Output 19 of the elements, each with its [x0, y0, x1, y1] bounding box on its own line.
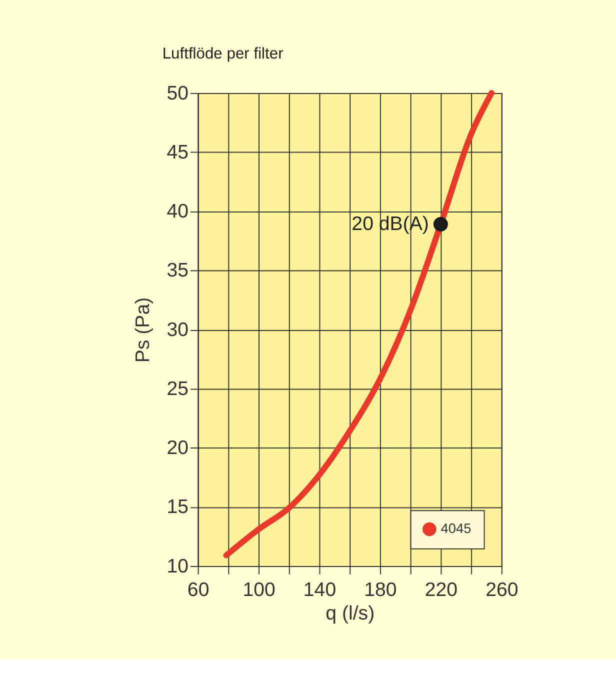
y-axis-title: Ps (Pa)	[132, 297, 154, 363]
x-tick-label: 220	[424, 578, 458, 601]
y-tick-label: 20	[166, 437, 189, 460]
chart-title: Luftflöde per filter	[162, 46, 284, 63]
y-tick-label: 25	[166, 378, 189, 400]
y-tick-label: 30	[166, 318, 189, 341]
x-tick-label: 60	[187, 578, 210, 601]
y-tick-label: 40	[166, 200, 189, 223]
x-tick-label: 100	[242, 578, 276, 601]
y-tick-label: 10	[166, 555, 189, 578]
y-tick-label: 15	[166, 496, 189, 518]
legend-label: 4045	[440, 521, 472, 536]
x-tick-label: 260	[486, 578, 518, 601]
x-tick-label: 180	[364, 578, 397, 601]
x-tick-label: 140	[303, 578, 336, 601]
y-tick-label: 50	[166, 82, 189, 104]
y-tick-label: 45	[166, 141, 189, 164]
y-tick-label: 35	[166, 260, 189, 282]
x-axis-title: q (l/s)	[326, 602, 375, 624]
